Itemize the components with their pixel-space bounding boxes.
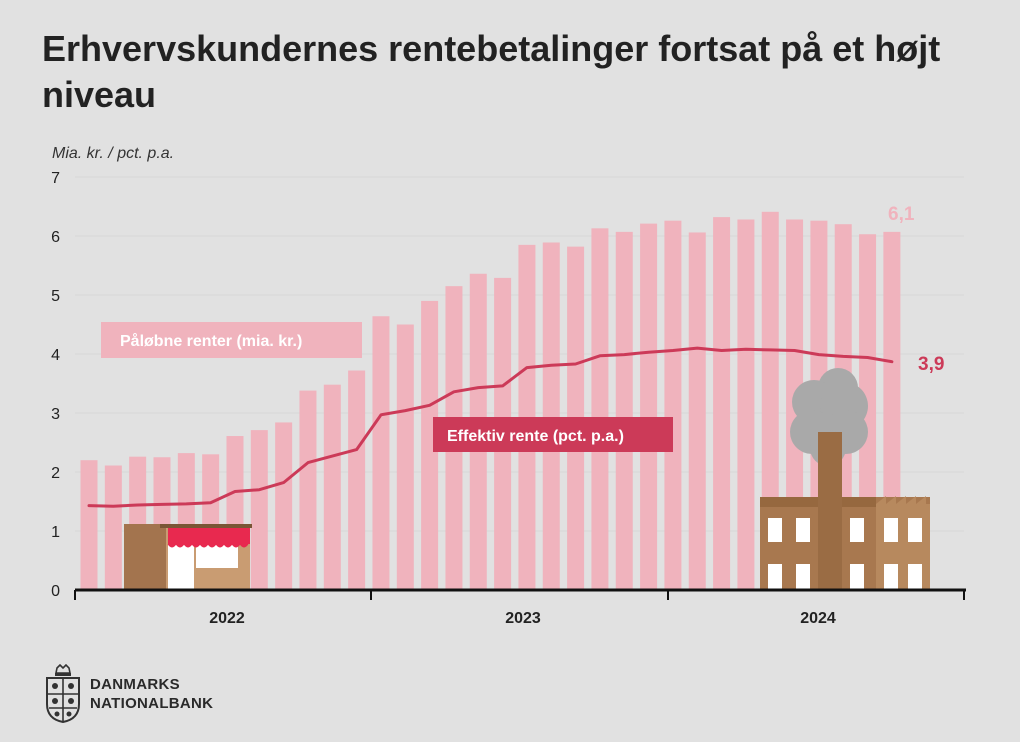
y-tick-label: 4 (51, 347, 60, 364)
x-axis: 2022 2023 2024 (74, 588, 966, 627)
bar-paloebne-renter (80, 460, 98, 590)
y-tick-label: 1 (51, 524, 60, 541)
logo: DANMARKS NATIONALBANK (44, 664, 213, 724)
bar-paloebne-renter (615, 231, 633, 590)
y-tick-label: 3 (51, 406, 60, 423)
bar-paloebne-renter (421, 300, 439, 590)
bar-paloebne-renter (737, 219, 755, 591)
end-label-bars: 6,1 (888, 204, 915, 225)
x-tick-label-2022: 2022 (209, 610, 245, 627)
legend-line: Effektiv rente (pct. p.a.) (433, 417, 673, 452)
bar-paloebne-renter (591, 228, 609, 590)
bar-paloebne-renter (323, 384, 341, 590)
logo-line-1: DANMARKS (90, 676, 180, 693)
bar-paloebne-renter (542, 242, 560, 591)
bar-paloebne-renter (688, 232, 706, 590)
bar-paloebne-renter (299, 390, 317, 590)
bar-paloebne-renter (275, 422, 293, 590)
y-axis-label: Mia. kr. / pct. p.a. (52, 145, 174, 162)
bar-paloebne-renter (104, 465, 122, 590)
y-tick-label: 6 (51, 229, 60, 246)
bar-paloebne-renter (640, 223, 658, 591)
logo-line-2: NATIONALBANK (90, 695, 214, 712)
x-tick-label-2023: 2023 (505, 610, 541, 627)
bar-paloebne-renter (396, 324, 414, 590)
bar-paloebne-renter (250, 430, 268, 590)
bar-paloebne-renter (372, 316, 390, 590)
bar-paloebne-renter (664, 220, 682, 590)
chart-title: Erhvervskundernes rentebetalinger fortsa… (42, 28, 941, 115)
end-label-line: 3,9 (918, 354, 944, 375)
coat-of-arms-icon (46, 664, 80, 724)
bar-paloebne-renter (761, 211, 779, 590)
bar-paloebne-renter (348, 370, 366, 590)
y-tick-label: 7 (51, 170, 60, 187)
y-tick-label: 2 (51, 465, 60, 482)
series-line-effektiv-rente (87, 346, 894, 508)
y-tick-label: 0 (51, 583, 60, 600)
legend-bars: Påløbne renter (mia. kr.) (101, 322, 362, 358)
legend-line-label: Effektiv rente (pct. p.a.) (447, 428, 624, 445)
x-tick-label-2024: 2024 (800, 610, 836, 627)
y-tick-label: 5 (51, 288, 60, 305)
shop-illustration (124, 524, 252, 590)
factory-illustration (760, 368, 930, 590)
legend-bars-label: Påløbne renter (mia. kr.) (120, 332, 302, 350)
bar-paloebne-renter (713, 217, 731, 590)
